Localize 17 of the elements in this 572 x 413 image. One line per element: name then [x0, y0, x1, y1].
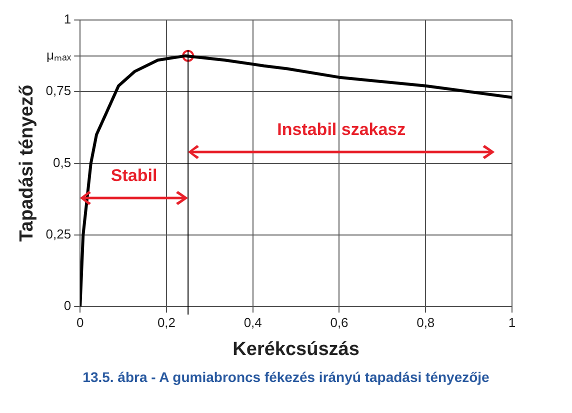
y-tick-label: 0,25: [46, 226, 72, 242]
annotation: Stabil: [110, 166, 158, 186]
y-tick-label: 0,75: [46, 83, 72, 98]
x-tick-label: 0: [76, 314, 84, 330]
y-tick-label: 0: [64, 298, 72, 314]
x-tick-label: 0,2: [157, 314, 176, 330]
x-axis-title: Kerékcsúszás: [232, 338, 360, 360]
x-tick-label: 0,8: [416, 314, 435, 330]
x-tick-label: 0,6: [330, 314, 348, 330]
x-tick-label: 1: [508, 314, 516, 330]
y-axis-title: Tapadási tényező: [16, 84, 38, 242]
y-tick-label: 1: [64, 12, 72, 27]
y-tick-label: 0,5: [53, 154, 72, 170]
x-tick-label: 0,4: [244, 314, 262, 330]
y-tick-label: μₘₐₓ: [46, 47, 72, 62]
text: 13.5. ábra - A gumiabroncs fékezés irányú tapadási tényezője: [82, 369, 490, 385]
annotation: Instabil szakasz: [277, 120, 406, 140]
